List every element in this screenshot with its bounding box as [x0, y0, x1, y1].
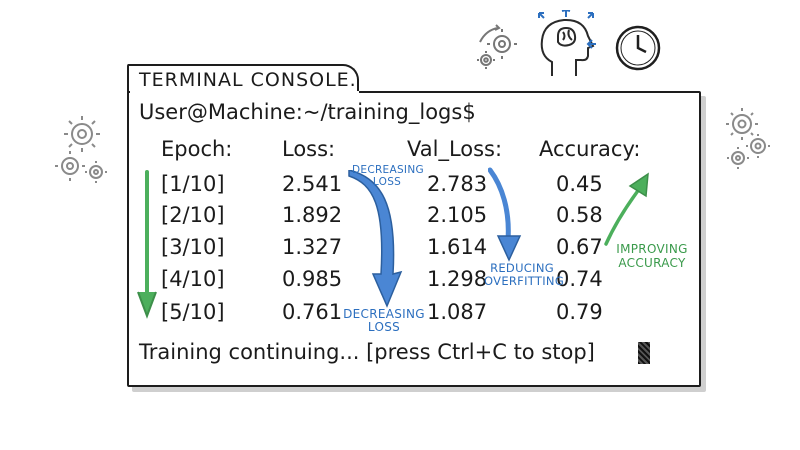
val-loss-cell: 1.087 [427, 300, 488, 324]
val-loss-cell: 2.105 [427, 203, 488, 227]
header-epoch: Epoch: [161, 137, 233, 161]
gear-icon [55, 116, 107, 183]
epoch-progress-arrow [137, 170, 157, 319]
epoch-cell: [3/10] [161, 235, 225, 259]
terminal-tab-title: TERMINAL CONSOLE. [139, 69, 357, 91]
note-decreasing-loss-top: DECREASING LOSS [352, 164, 424, 188]
epoch-cell: [5/10] [161, 300, 225, 324]
header-accuracy: Accuracy: [539, 137, 641, 161]
header-val-loss: Val_Loss: [407, 137, 503, 161]
epoch-cell: [2/10] [161, 203, 225, 227]
cycle-arrows-icon [477, 24, 517, 69]
brain-head-icon [538, 10, 596, 76]
loss-cell: 0.985 [282, 267, 343, 291]
clock-icon [615, 25, 661, 71]
accuracy-cell: 0.45 [556, 172, 603, 196]
val-loss-cell: 2.783 [427, 172, 488, 196]
accuracy-cell: 0.58 [556, 203, 603, 227]
terminal-tab[interactable]: TERMINAL CONSOLE. [127, 64, 359, 93]
terminal-prompt: User@Machine:~/training_logs$ [139, 100, 476, 124]
accuracy-cell: 0.74 [556, 267, 603, 291]
terminal-cursor[interactable] [638, 342, 650, 364]
improving-accuracy-arrow [604, 172, 649, 246]
header-loss: Loss: [282, 137, 336, 161]
epoch-cell: [4/10] [161, 267, 225, 291]
note-improving-accuracy: IMPROVING ACCURACY [616, 242, 688, 270]
loss-cell: 0.761 [282, 300, 343, 324]
note-reducing-overfitting: REDUCING OVERFITTING [484, 261, 565, 288]
epoch-cell: [1/10] [161, 172, 225, 196]
val-loss-cell: 1.298 [427, 267, 488, 291]
terminal-status-line: Training continuing... [press Ctrl+C to … [139, 340, 595, 364]
accuracy-cell: 0.67 [556, 235, 603, 259]
val-loss-cell: 1.614 [427, 235, 488, 259]
gear-icon [726, 108, 770, 169]
note-decreasing-loss-bottom: DECREASING LOSS [343, 307, 425, 334]
accuracy-cell: 0.79 [556, 300, 603, 324]
loss-cell: 1.327 [282, 235, 343, 259]
loss-cell: 2.541 [282, 172, 343, 196]
reducing-overfitting-arrow [488, 167, 522, 262]
loss-cell: 1.892 [282, 203, 343, 227]
decreasing-loss-arrow [348, 170, 403, 308]
terminal-window[interactable] [127, 91, 701, 387]
